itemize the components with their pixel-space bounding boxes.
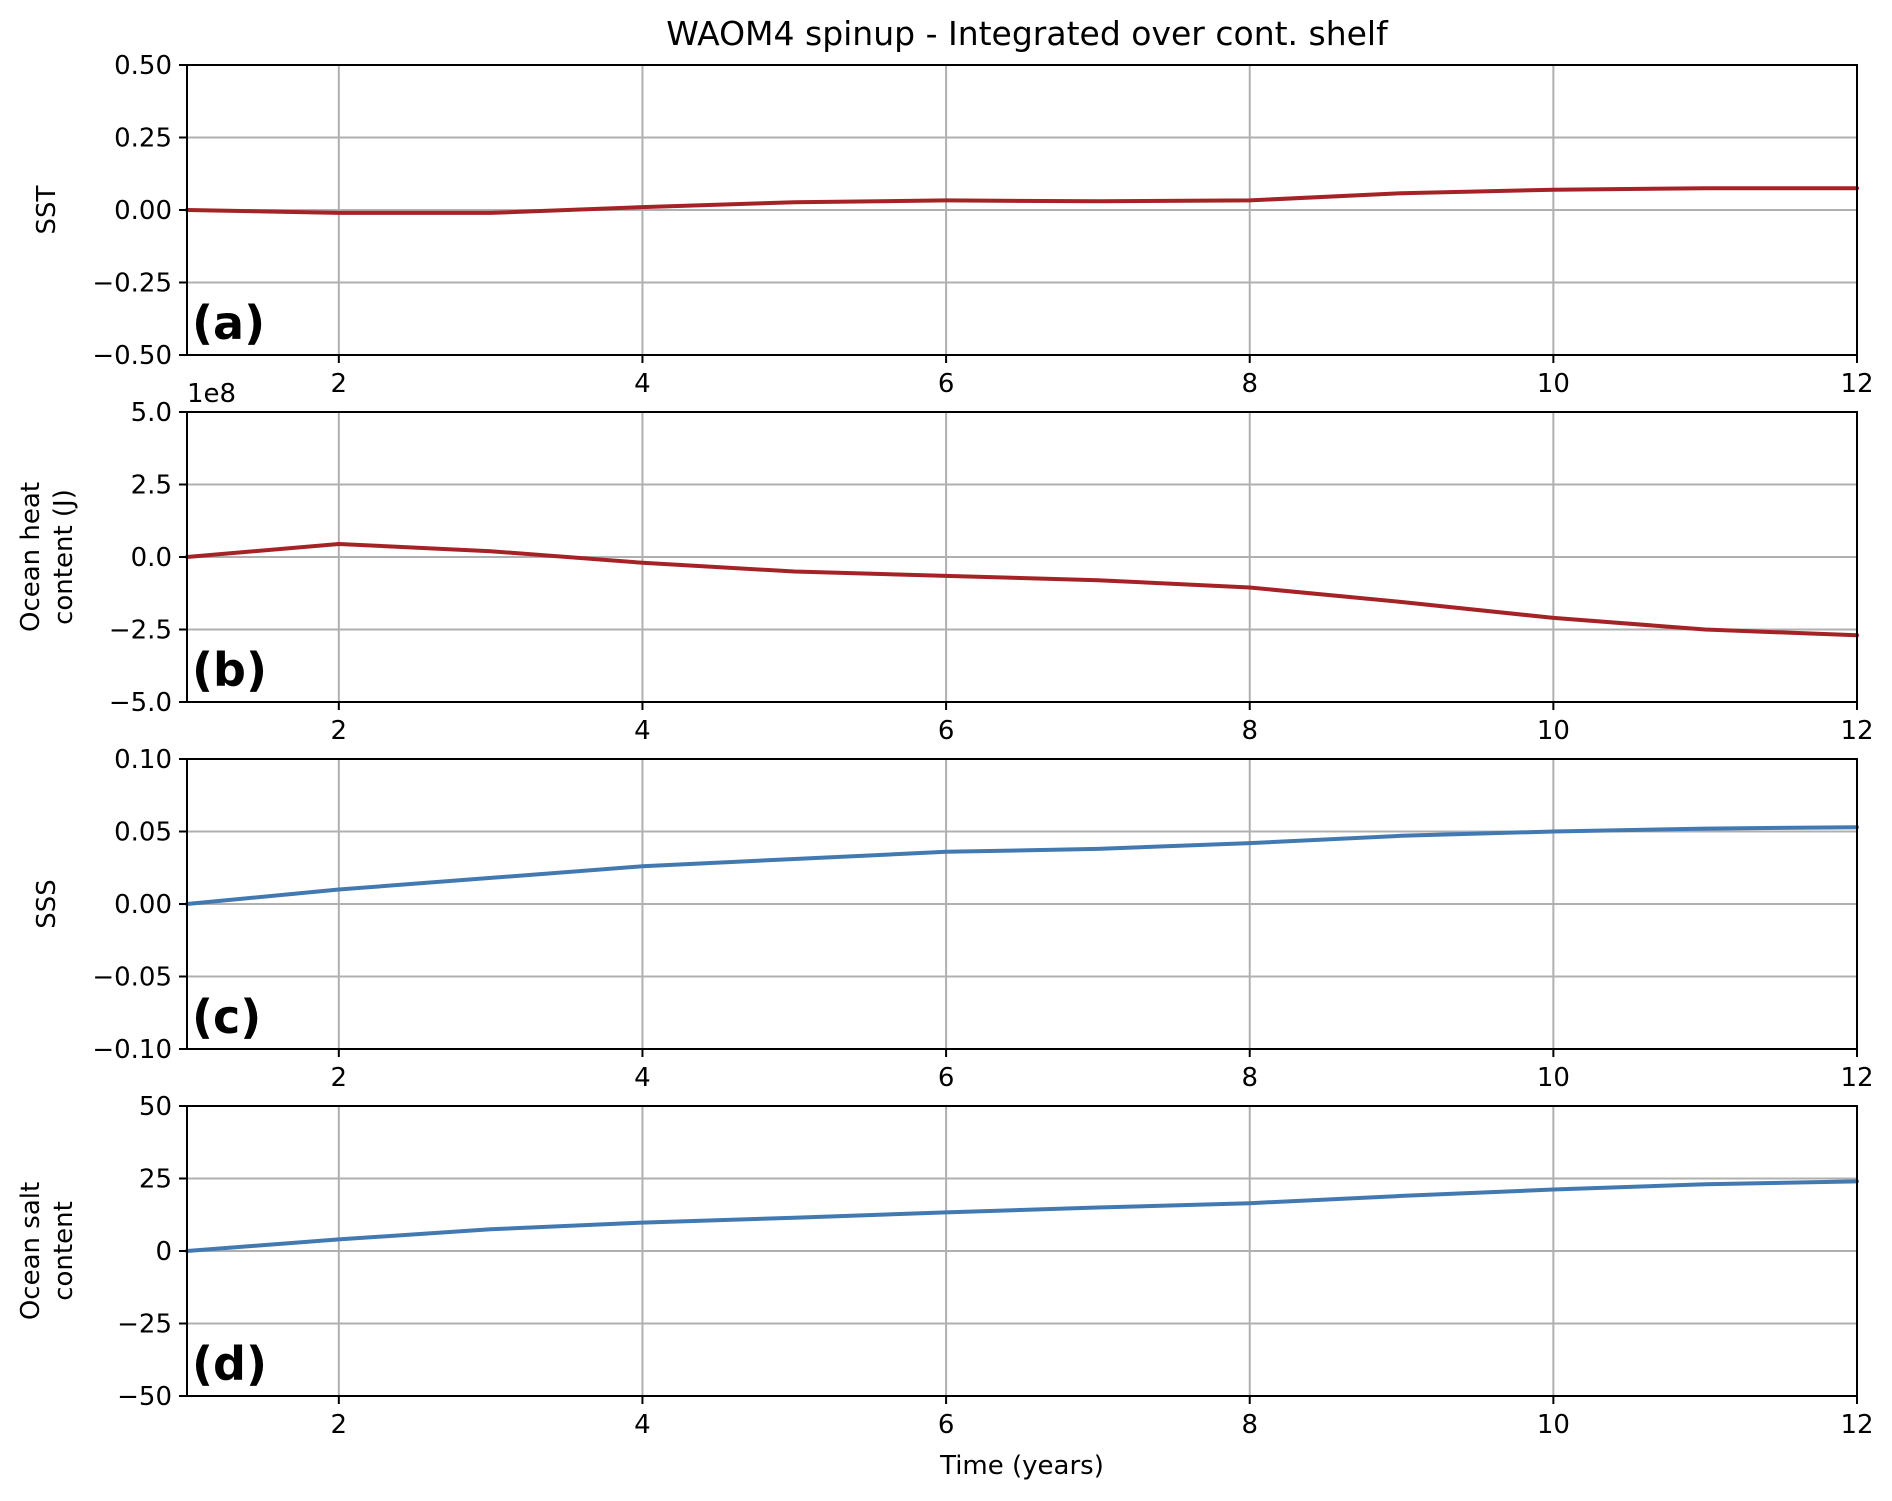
x-tick-label: 6 bbox=[938, 369, 955, 399]
y-tick-label: −0.25 bbox=[92, 269, 172, 299]
y-axis-label-line: Ocean salt bbox=[16, 1182, 46, 1320]
y-axis-label-line: content (J) bbox=[49, 489, 79, 625]
y-axis-label-line: content bbox=[49, 1201, 79, 1301]
x-tick-label: 2 bbox=[331, 1410, 348, 1440]
series-line bbox=[185, 186, 1859, 215]
panel-label: (d) bbox=[192, 1337, 267, 1391]
y-tick-label: 0.05 bbox=[114, 818, 172, 848]
x-tick-label: 8 bbox=[1241, 716, 1258, 746]
y-tick-label: 50 bbox=[139, 1092, 172, 1122]
x-tick-label: 4 bbox=[634, 1410, 651, 1440]
y-axis-label: SSS bbox=[32, 879, 62, 929]
x-tick-label: 4 bbox=[634, 1063, 651, 1093]
y-tick-label: −5.0 bbox=[109, 688, 172, 718]
x-tick-label: 2 bbox=[331, 1063, 348, 1093]
y-tick-label: 25 bbox=[139, 1165, 172, 1195]
y-offset-text: 1e8 bbox=[187, 379, 236, 409]
figure-title: WAOM4 spinup - Integrated over cont. she… bbox=[666, 14, 1389, 53]
x-tick-label: 10 bbox=[1537, 716, 1570, 746]
x-tick-label: 6 bbox=[938, 1063, 955, 1093]
y-tick-label: 0.0 bbox=[131, 543, 172, 573]
panel-label: (a) bbox=[192, 296, 265, 350]
x-tick-label: 12 bbox=[1840, 369, 1873, 399]
y-tick-label: −25 bbox=[117, 1310, 172, 1340]
y-axis-label: SST bbox=[32, 185, 62, 234]
chart-panel-1: 2 4 6 8 10 12 −0.50 −0.25 0.00 0.25 0.50 SST (a) bbox=[32, 51, 1874, 399]
x-tick-label: 10 bbox=[1537, 369, 1570, 399]
y-tick-label: 0 bbox=[155, 1237, 172, 1267]
y-tick-label: 2.5 bbox=[131, 471, 172, 501]
y-tick-label: 0.50 bbox=[114, 51, 172, 81]
x-tick-label: 10 bbox=[1537, 1063, 1570, 1093]
y-tick-label: 5.0 bbox=[131, 398, 172, 428]
x-tick-label: 12 bbox=[1840, 716, 1873, 746]
x-tick-label: 8 bbox=[1241, 369, 1258, 399]
x-tick-label: 12 bbox=[1840, 1410, 1873, 1440]
x-tick-label: 6 bbox=[938, 716, 955, 746]
x-tick-label: 2 bbox=[331, 369, 348, 399]
y-axis-label: Ocean heat content (J) bbox=[16, 482, 79, 632]
panel-label: (c) bbox=[192, 990, 261, 1044]
series-line bbox=[185, 1179, 1859, 1253]
y-tick-label: −2.5 bbox=[109, 616, 172, 646]
y-tick-label: 0.25 bbox=[114, 124, 172, 154]
y-axis-label-line: Ocean heat bbox=[16, 482, 46, 632]
x-tick-label: 12 bbox=[1840, 1063, 1873, 1093]
x-axis-label: Time (years) bbox=[939, 1451, 1104, 1481]
x-tick-label: 8 bbox=[1241, 1410, 1258, 1440]
x-tick-label: 10 bbox=[1537, 1410, 1570, 1440]
series-line bbox=[185, 825, 1859, 906]
series-line bbox=[185, 542, 1859, 638]
chart-panel-2: 2 4 6 8 10 12 −5.0 −2.5 0.0 2.5 5.0 1e8 Ocean heat co… bbox=[16, 379, 1874, 746]
y-axis-label: Ocean salt content bbox=[16, 1182, 79, 1320]
y-tick-label: 0.10 bbox=[114, 745, 172, 775]
x-tick-label: 8 bbox=[1241, 1063, 1258, 1093]
y-tick-label: 0.00 bbox=[114, 890, 172, 920]
y-tick-label: −50 bbox=[117, 1382, 172, 1412]
y-tick-label: −0.05 bbox=[92, 963, 172, 993]
y-tick-label: 0.00 bbox=[114, 196, 172, 226]
x-tick-label: 6 bbox=[938, 1410, 955, 1440]
chart-panel-4: 2 4 6 8 10 12 −50 −25 0 25 50 Ocean salt content (d) T… bbox=[16, 1092, 1874, 1481]
y-tick-label: −0.50 bbox=[92, 341, 172, 371]
panel-label: (b) bbox=[192, 643, 267, 697]
x-tick-label: 4 bbox=[634, 369, 651, 399]
x-tick-label: 2 bbox=[331, 716, 348, 746]
y-tick-label: −0.10 bbox=[92, 1035, 172, 1065]
x-tick-label: 4 bbox=[634, 716, 651, 746]
chart-panel-3: 2 4 6 8 10 12 −0.10 −0.05 0.00 0.05 0.10 SSS (c) bbox=[32, 745, 1874, 1093]
